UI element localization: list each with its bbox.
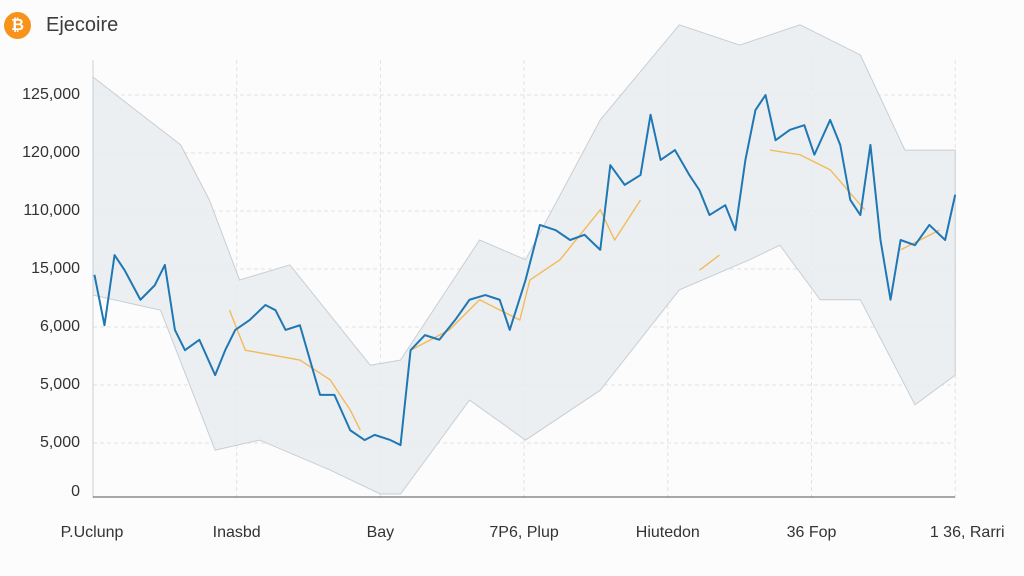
y-tick-label: 110,000	[23, 202, 80, 219]
bitcoin-icon: ₿	[4, 12, 31, 39]
y-tick-label: 120,000	[22, 144, 80, 161]
x-tick-label: Inasbd	[212, 524, 261, 541]
x-tick-label: 7P6, Plup	[489, 524, 559, 541]
x-tick-label: P.Uclunp	[60, 524, 124, 541]
y-tick-label: 0	[71, 483, 80, 500]
range-band	[92, 24, 956, 495]
price-series-line	[93, 94, 957, 447]
x-tick-label: 36 Fop	[786, 524, 837, 541]
x-tick-label: 1 36, Rarri	[929, 524, 1005, 541]
secondary-series-line	[410, 199, 642, 351]
x-tick-label: Bay	[366, 524, 395, 541]
y-tick-label: 5,000	[39, 434, 80, 451]
chart-title: Ejecoire	[46, 14, 119, 36]
y-tick-label: 125,000	[22, 86, 80, 103]
secondary-series-line	[769, 149, 866, 211]
x-tick-label: Hiutedon	[635, 524, 700, 541]
secondary-series-line	[900, 229, 940, 251]
y-tick-label: 15,000	[31, 260, 80, 277]
secondary-series-line	[698, 254, 720, 271]
y-tick-label: 6,000	[39, 318, 80, 335]
secondary-series-line	[228, 309, 361, 431]
y-tick-label: 5,000	[39, 376, 80, 393]
